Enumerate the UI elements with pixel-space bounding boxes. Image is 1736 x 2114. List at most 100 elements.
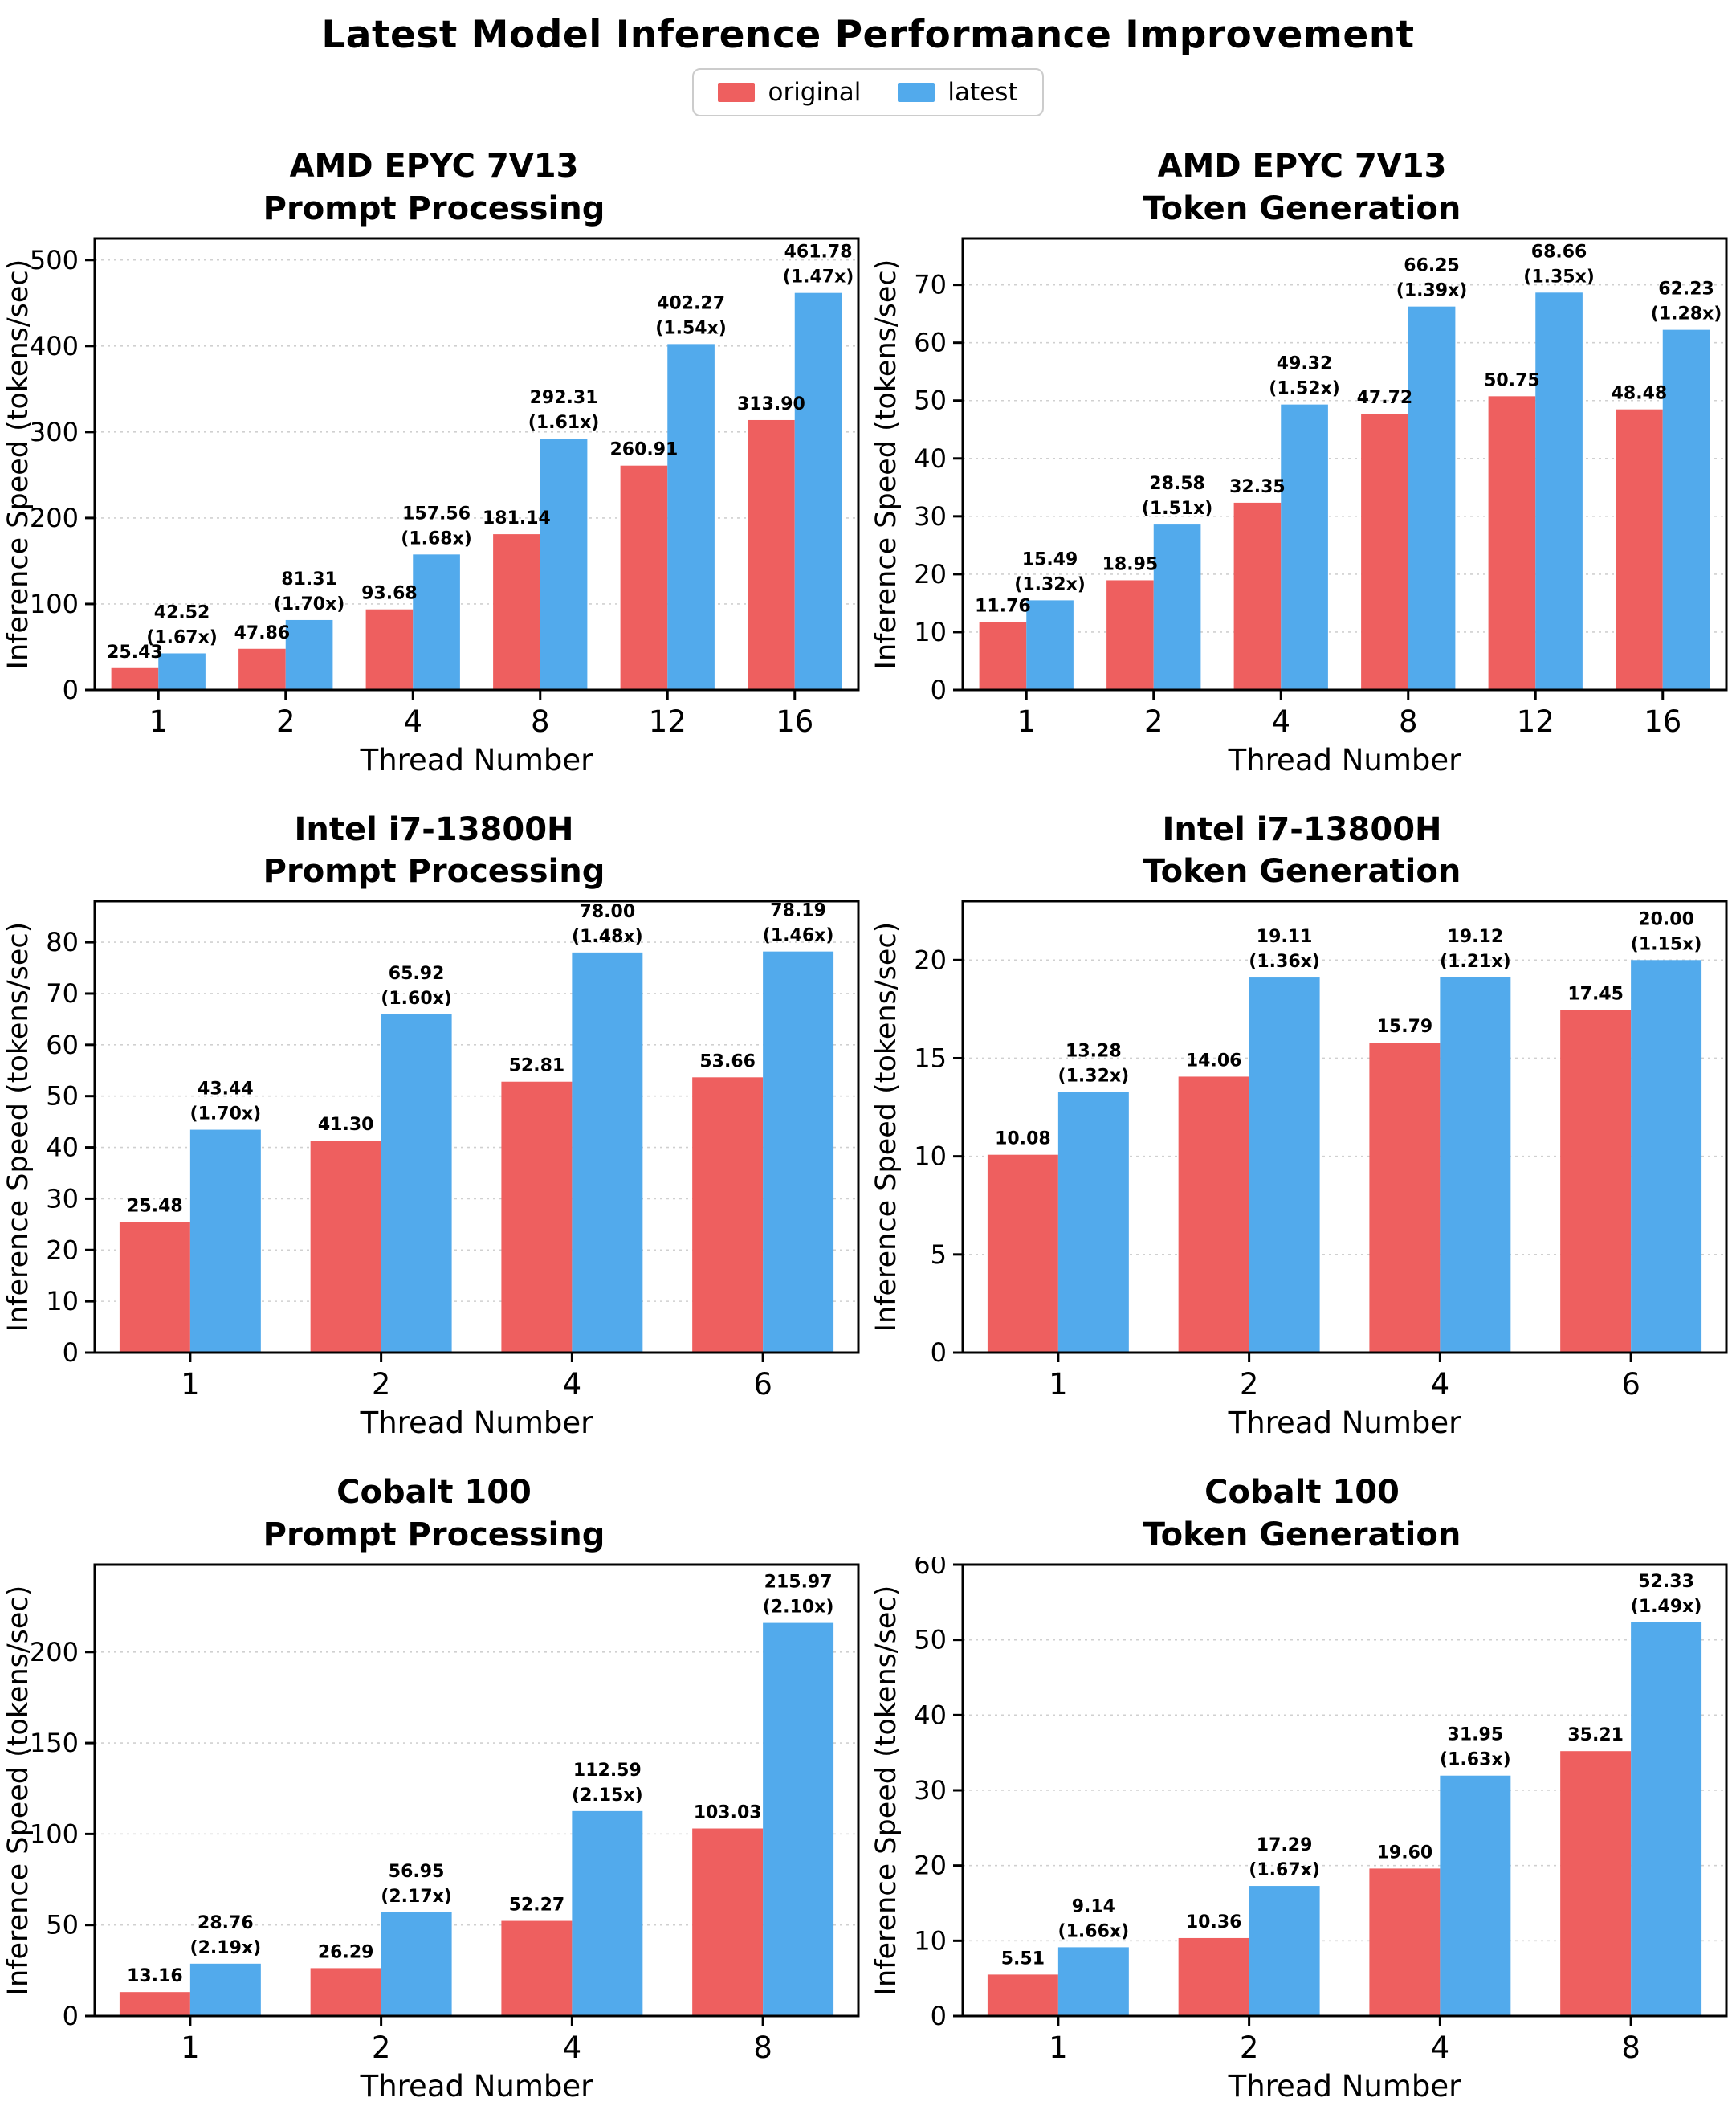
y-tick-label: 60 [914, 327, 947, 357]
bar-label-latest-ratio: (1.52x) [1269, 378, 1340, 398]
x-tick-label: 4 [403, 704, 422, 739]
bar-label-original: 15.79 [1377, 1017, 1433, 1037]
bar-original [692, 1828, 764, 2016]
bar-latest [1440, 1775, 1511, 2016]
chart-title-line1: AMD EPYC 7V13 [289, 148, 579, 185]
bar-label-original: 13.16 [127, 1966, 183, 1986]
chart-cell-amd-token: AMD EPYC 7V13 Token Generation 11.76 15.4… [868, 121, 1736, 785]
figure-title: Latest Model Inference Performance Impro… [321, 13, 1415, 57]
bar-original [1178, 1937, 1249, 2016]
bar-latest [763, 1622, 834, 2016]
bar-label-latest-value: 28.58 [1149, 474, 1205, 494]
y-tick-label: 40 [914, 1700, 947, 1730]
legend-label-latest: latest [947, 78, 1018, 107]
bar-label-latest-value: 52.33 [1638, 1572, 1694, 1592]
bar-label-original: 52.27 [509, 1895, 565, 1915]
chart-cell-cobalt-prompt: Cobalt 100 Prompt Processing 13.16 28.76 (… [0, 1447, 868, 2111]
bar-original [493, 533, 540, 690]
bar-latest [1631, 960, 1702, 1353]
y-tick-label: 20 [914, 945, 947, 975]
y-tick-label: 20 [46, 1235, 79, 1265]
bar-label-latest-ratio: (1.32x) [1014, 574, 1086, 594]
bar-label-original: 25.48 [127, 1196, 183, 1216]
bar-label-latest-ratio: (1.39x) [1396, 280, 1468, 300]
bar-latest [667, 343, 715, 690]
plot-cobalt-prompt-processing: 13.16 28.76 (2.19x) 1 26.29 56.95 (2.17x) 2 52.2… [0, 1557, 868, 2111]
x-axis-label: Thread Number [1228, 2069, 1462, 2104]
y-tick-label: 40 [914, 443, 947, 473]
bar-label-original: 41.30 [318, 1115, 374, 1135]
bar-label-original: 14.06 [1186, 1051, 1242, 1071]
y-tick-label: 15 [914, 1043, 947, 1074]
x-axis-label: Thread Number [360, 2069, 594, 2104]
y-tick-label: 50 [46, 1909, 79, 1940]
x-tick-label: 4 [1271, 704, 1290, 739]
bar-label-latest-ratio: (1.60x) [381, 989, 452, 1009]
plot-amd-token-generation: 11.76 15.49 (1.32x) 1 18.95 28.58 (1.51x) 2 32.3… [868, 231, 1736, 785]
bar-label-latest-value: 17.29 [1257, 1835, 1313, 1855]
bar-label-latest-value: 42.52 [154, 602, 210, 622]
bar-original [1178, 1076, 1249, 1353]
bar-label-latest-value: 292.31 [530, 388, 598, 408]
bar-label-original: 313.90 [737, 394, 805, 414]
bar-label-latest-ratio: (1.51x) [1142, 499, 1213, 519]
bar-label-latest-value: 68.66 [1531, 242, 1587, 262]
bar-latest [1249, 1885, 1320, 2016]
bar-original [1369, 1043, 1441, 1353]
bar-label-original: 181.14 [483, 508, 551, 528]
y-axis-label: Inference Speed (tokens/sec) [2, 922, 35, 1332]
plot-intel-prompt-processing: 25.48 43.44 (1.70x) 1 41.30 65.92 (1.60x) 2 52.8… [0, 893, 868, 1447]
y-tick-label: 0 [931, 675, 947, 705]
bar-label-original: 103.03 [694, 1802, 762, 1822]
y-tick-label: 20 [914, 558, 947, 589]
x-tick-label: 4 [1431, 2030, 1450, 2065]
bar-latest [413, 553, 460, 690]
bar-label-latest-ratio: (1.46x) [763, 926, 834, 946]
x-tick-label: 8 [1621, 2030, 1640, 2065]
bar-label-latest-ratio: (1.15x) [1631, 934, 1702, 954]
bar-original [748, 419, 795, 690]
bar-label-latest-ratio: (1.70x) [274, 594, 345, 614]
plot-border [961, 237, 1728, 692]
bar-original [1361, 413, 1408, 690]
bar-original [310, 1968, 381, 2016]
bar-label-latest-ratio: (2.15x) [572, 1785, 643, 1806]
bar-label-latest-value: 66.25 [1404, 255, 1460, 275]
y-tick-label: 60 [46, 1030, 79, 1060]
y-tick-label: 150 [30, 1728, 79, 1758]
x-tick-label: 12 [649, 704, 687, 739]
bar-label-original: 47.86 [234, 622, 291, 643]
bar-label-latest-value: 461.78 [784, 242, 853, 262]
y-tick-label: 0 [63, 2001, 79, 2031]
chart-title-line2: Token Generation [1143, 853, 1461, 891]
bar-label-latest-value: 28.76 [198, 1913, 254, 1933]
bar-label-latest-ratio: (1.47x) [783, 267, 854, 287]
x-tick-label: 2 [372, 1367, 391, 1402]
y-tick-label: 50 [914, 385, 947, 415]
bar-label-latest-value: 402.27 [657, 293, 725, 313]
plot-border [93, 1563, 860, 2018]
bar-label-original: 25.43 [107, 642, 163, 662]
bar-label-original: 93.68 [361, 583, 418, 603]
bar-chart-svg: 25.43 42.52 (1.67x) 1 47.86 81.31 (1.70x) 2 93.6… [2, 237, 860, 777]
chart-title-line2: Token Generation [1143, 1516, 1461, 1553]
x-tick-label: 2 [276, 704, 295, 739]
bar-original [1616, 409, 1663, 690]
x-axis-label: Thread Number [1228, 1406, 1462, 1440]
bar-label-latest-value: 19.12 [1448, 927, 1504, 947]
y-tick-label: 10 [46, 1286, 79, 1316]
bar-latest [1631, 1622, 1702, 2016]
plot-border [961, 1563, 1728, 2018]
bar-label-latest-value: 78.00 [580, 902, 636, 922]
legend: original latest [0, 68, 1736, 116]
legend-box: original latest [692, 68, 1044, 116]
x-tick-label: 1 [1049, 2030, 1068, 2065]
plot-amd-prompt-processing: 25.43 42.52 (1.67x) 1 47.86 81.31 (1.70x) 2 93.6… [0, 231, 868, 785]
bar-label-original: 19.60 [1377, 1843, 1433, 1863]
bar-label-latest-ratio: (2.19x) [190, 1938, 262, 1958]
bar-latest [572, 1810, 643, 2016]
chart-title-line1: Intel i7-13800H [1162, 810, 1442, 848]
bar-latest [381, 1912, 452, 2016]
bar-original [1106, 580, 1154, 690]
bar-label-latest-ratio: (1.21x) [1440, 952, 1511, 972]
